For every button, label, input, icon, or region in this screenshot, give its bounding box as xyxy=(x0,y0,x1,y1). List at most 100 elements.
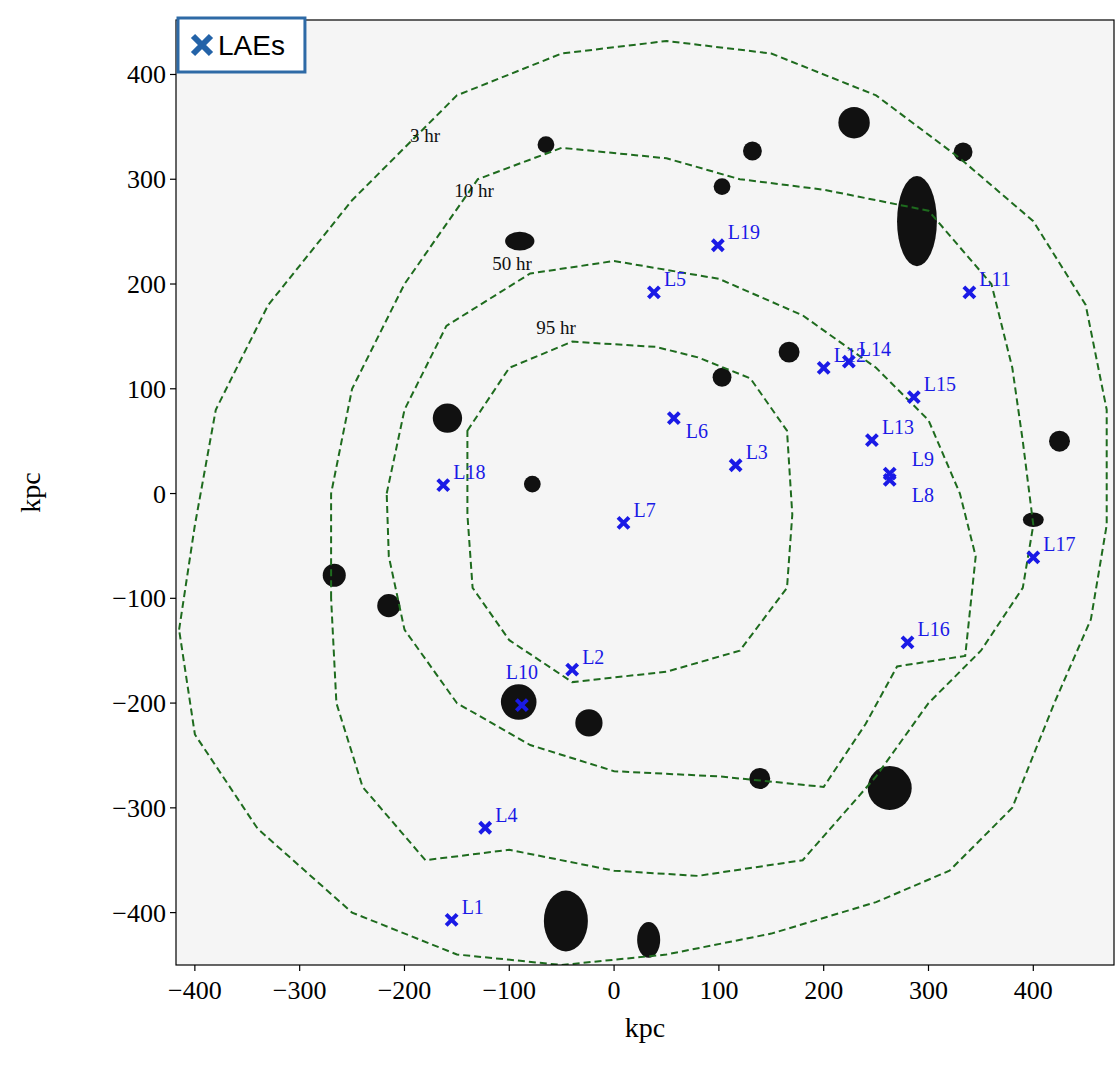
galaxy xyxy=(501,684,537,720)
lae-label: L19 xyxy=(728,221,760,243)
x-tick-label: 0 xyxy=(608,976,621,1005)
y-tick xyxy=(170,807,176,808)
galaxy xyxy=(743,142,762,161)
galaxy xyxy=(637,922,660,958)
x-tick xyxy=(823,965,824,971)
lae-label: L5 xyxy=(664,268,686,290)
legend-marker xyxy=(193,36,211,54)
contour xyxy=(467,342,792,682)
galaxy xyxy=(433,403,462,432)
contour-label: 50 hr xyxy=(492,253,532,274)
x-tick xyxy=(928,965,929,971)
x-tick-label: −400 xyxy=(168,976,222,1005)
lae-label: L7 xyxy=(634,499,656,521)
lae-marker xyxy=(866,435,877,446)
y-tick-label: 100 xyxy=(127,375,166,404)
y-tick-label: 300 xyxy=(127,165,166,194)
lae-marker xyxy=(446,914,457,925)
x-tick-label: 100 xyxy=(699,976,738,1005)
x-tick-label: 300 xyxy=(909,976,948,1005)
lae-label: L2 xyxy=(582,646,604,668)
galaxy xyxy=(779,342,800,363)
contour xyxy=(179,41,1107,965)
y-tick-label: 200 xyxy=(127,270,166,299)
x-tick-label: 400 xyxy=(1014,976,1053,1005)
lae-marker xyxy=(730,460,741,471)
lae-label: L3 xyxy=(746,441,768,463)
contour xyxy=(331,148,1033,876)
lae-label: L17 xyxy=(1043,533,1075,555)
lae-label: L9 xyxy=(912,448,934,470)
lae-marker xyxy=(1028,552,1039,563)
x-tick xyxy=(613,965,614,971)
galaxy xyxy=(713,368,732,387)
contour-label: 10 hr xyxy=(454,180,494,201)
y-tick xyxy=(170,598,176,599)
galaxy xyxy=(505,232,534,251)
lae-marker xyxy=(902,637,913,648)
x-tick xyxy=(194,965,195,971)
legend-box xyxy=(178,18,305,72)
legend: LAEs xyxy=(178,18,305,72)
y-axis-label: kpc xyxy=(15,472,46,512)
y-tick-label: −300 xyxy=(112,794,166,823)
lae-label: L1 xyxy=(462,896,484,918)
y-tick xyxy=(170,388,176,389)
lae-label: L6 xyxy=(686,420,708,442)
galaxy xyxy=(524,476,541,493)
plot-marks xyxy=(179,41,1107,965)
lae-marker xyxy=(712,240,723,251)
x-tick-label: −200 xyxy=(378,976,432,1005)
lae-label: L16 xyxy=(918,618,950,640)
galaxy xyxy=(954,143,973,162)
lae-label: L15 xyxy=(924,373,956,395)
lae-label: L4 xyxy=(495,804,517,826)
x-tick xyxy=(404,965,405,971)
y-tick-label: −100 xyxy=(112,584,166,613)
galaxy xyxy=(1049,431,1070,452)
x-axis-label: kpc xyxy=(625,1012,665,1043)
lae-label: L14 xyxy=(859,338,891,360)
lae-marker xyxy=(480,822,491,833)
lae-label: L13 xyxy=(882,416,914,438)
contour-label: 95 hr xyxy=(536,317,576,338)
lae-label: L10 xyxy=(506,661,538,683)
lae-marker xyxy=(618,517,629,528)
y-tick xyxy=(170,493,176,494)
y-tick xyxy=(170,179,176,180)
lae-marker xyxy=(648,287,659,298)
chart: 3 hr 10 hr 50 hr 95 hr L1 L2 L3 L4 L5 L6 L7 L8 L9 L10… xyxy=(0,0,1119,1080)
lae-marker xyxy=(567,664,578,675)
legend-label: LAEs xyxy=(218,30,285,61)
y-tick xyxy=(170,912,176,913)
lae-marker xyxy=(964,287,975,298)
lae-marker xyxy=(908,392,919,403)
galaxy xyxy=(868,766,912,810)
galaxy xyxy=(714,178,731,195)
lae-marker xyxy=(516,700,527,711)
galaxy xyxy=(538,136,555,153)
y-tick-label: 0 xyxy=(153,480,166,509)
galaxy xyxy=(544,891,588,952)
x-tick-label: −100 xyxy=(482,976,536,1005)
x-tick xyxy=(299,965,300,971)
y-tick-label: −200 xyxy=(112,689,166,718)
x-tick xyxy=(1033,965,1034,971)
lae-label: L18 xyxy=(453,461,485,483)
y-tick-label: −400 xyxy=(112,899,166,928)
contour-label: 3 hr xyxy=(410,125,441,146)
lae-marker xyxy=(438,480,449,491)
y-tick xyxy=(170,283,176,284)
x-tick xyxy=(718,965,719,971)
galaxy xyxy=(323,564,346,587)
lae-label: L8 xyxy=(912,484,934,506)
galaxy xyxy=(838,107,869,138)
x-tick-label: −300 xyxy=(273,976,327,1005)
lae-marker xyxy=(884,468,895,479)
lae-marker xyxy=(818,362,829,373)
y-tick xyxy=(170,74,176,75)
x-tick-label: 200 xyxy=(804,976,843,1005)
galaxy xyxy=(575,709,602,736)
frame xyxy=(176,20,1114,965)
contour xyxy=(387,261,976,787)
